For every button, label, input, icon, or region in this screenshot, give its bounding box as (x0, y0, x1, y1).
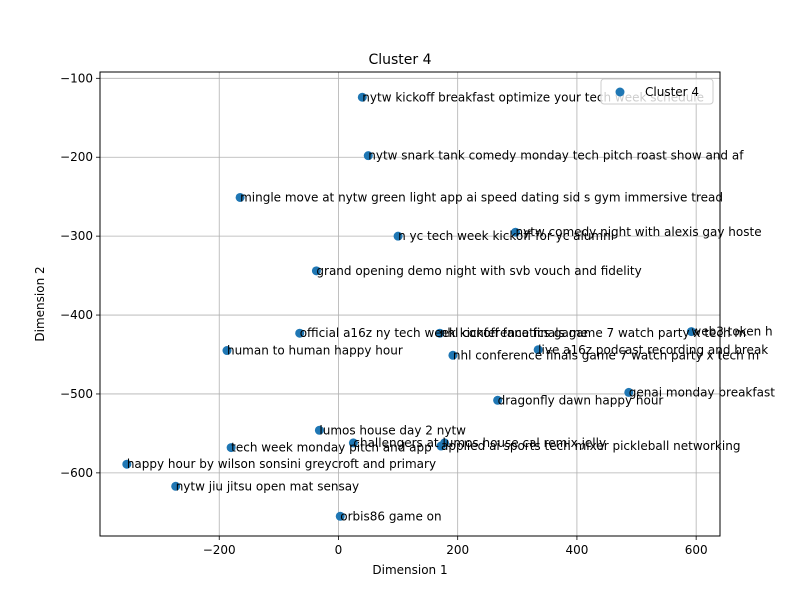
data-point-label: tech week monday pitch and app (231, 441, 432, 455)
y-tick-label: −400 (60, 308, 93, 322)
x-axis-ticks: −200 0 200 400 600 (203, 536, 708, 557)
data-point (493, 395, 503, 405)
data-points (122, 92, 696, 521)
data-point (314, 425, 324, 435)
data-point (363, 151, 373, 161)
y-tick-label: −600 (60, 466, 93, 480)
data-point-label: happy hour by wilson sonsini greycroft a… (127, 457, 436, 471)
x-tick-label: 0 (335, 543, 343, 557)
x-tick-label: 400 (565, 543, 588, 557)
data-point-label: nhl conference finals game 7 watch party… (440, 326, 746, 340)
data-point-label: web3 token h (691, 325, 772, 339)
data-point-label: human to human happy hour (227, 344, 403, 358)
data-point (295, 328, 305, 338)
y-tick-label: −300 (60, 229, 93, 243)
data-point (222, 346, 232, 356)
data-point-label: challengers at lumos house cal remix jel… (353, 436, 606, 450)
data-point (686, 327, 696, 337)
data-point-label: grand opening demo night with svb vouch … (316, 264, 641, 278)
data-point-label: nytw comedy night with alexis gay hoste (516, 225, 762, 239)
data-point-label: applied ai sports tech mixer pickleball … (441, 439, 740, 453)
data-point (311, 266, 321, 276)
legend-box (600, 78, 714, 105)
y-tick-label: −500 (60, 387, 93, 401)
data-point (235, 192, 245, 202)
data-point (357, 92, 367, 102)
data-point-label: official a16z ny tech week kickoff fanat… (300, 326, 588, 340)
data-point (335, 511, 345, 521)
data-point (624, 387, 634, 397)
x-tick-label: 600 (685, 543, 708, 557)
data-point (122, 459, 132, 469)
data-point (511, 227, 521, 237)
y-axis-ticks: −100 −200 −300 −400 −500 −600 (60, 71, 100, 480)
plot-frame (99, 71, 721, 537)
data-point-label: nytw snark tank comedy monday tech pitch… (368, 149, 744, 163)
data-point-label: n yc tech week kickoff for yc alumni (398, 229, 614, 243)
chart-title: Cluster 4 (368, 52, 431, 68)
data-point (435, 328, 445, 338)
x-tick-label: 200 (446, 543, 469, 557)
x-tick-label: −200 (203, 543, 236, 557)
data-point-label: orbis86 game on (340, 509, 441, 523)
data-point-label: live a16z podcast recording and break (538, 343, 768, 357)
y-tick-label: −200 (60, 150, 93, 164)
data-point (348, 438, 358, 448)
data-point (448, 350, 458, 360)
data-point-label: genai monday breakfast (629, 385, 775, 399)
data-point (226, 443, 236, 453)
data-point-label: mingle move at nytw green light app ai s… (240, 190, 723, 204)
point-labels: nytw kickoff breakfast optimize your tec… (127, 90, 775, 523)
y-axis-label: Dimension 2 (33, 266, 47, 341)
data-point (533, 345, 543, 355)
legend-marker (615, 87, 625, 97)
data-point-label: nytw jiu jitsu open mat sensay (176, 479, 359, 493)
data-point (171, 481, 181, 491)
data-point (440, 438, 450, 448)
y-tick-label: −100 (60, 71, 93, 85)
data-point-label: lumos house day 2 nytw (319, 423, 466, 437)
legend-entry-label: Cluster 4 (645, 85, 699, 99)
grid-lines (100, 72, 720, 536)
legend: Cluster 4 (600, 78, 714, 105)
data-point-label: nhl conference finals game 7 watch party… (453, 348, 759, 362)
data-point-label: dragonfly dawn happy hour (498, 393, 664, 407)
x-axis-label: Dimension 1 (372, 563, 447, 577)
data-point (393, 231, 403, 241)
